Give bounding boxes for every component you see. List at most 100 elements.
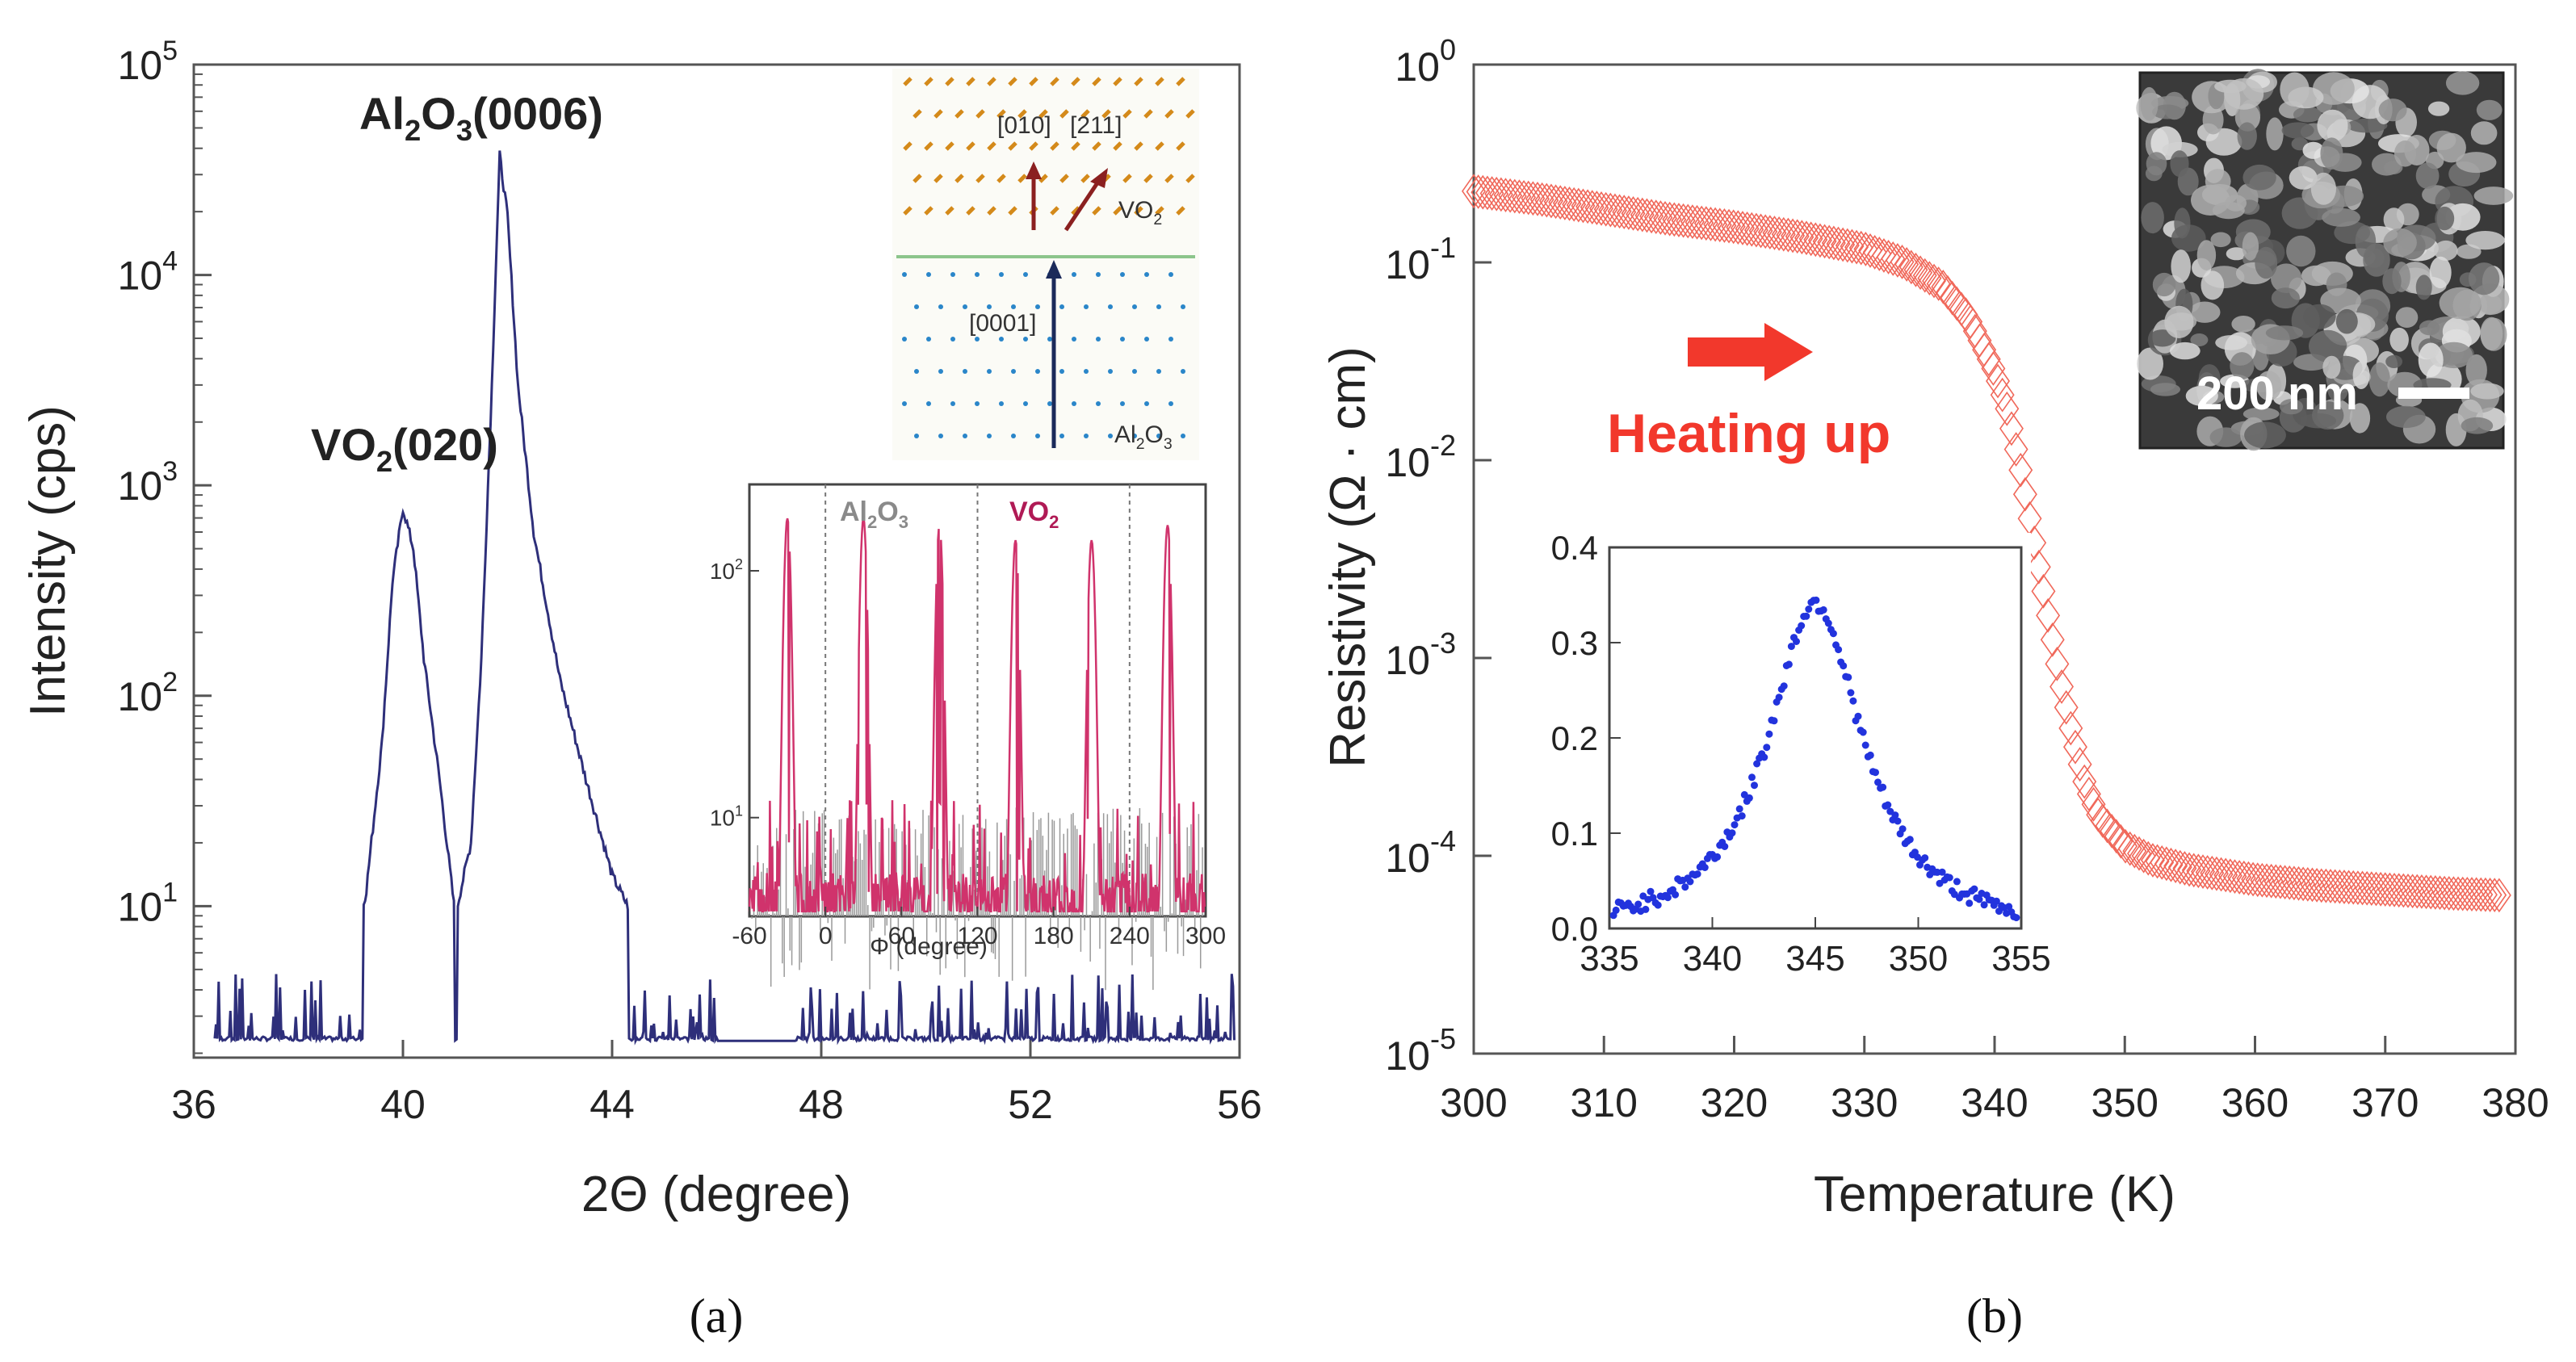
resistivity-point — [2191, 854, 2215, 889]
resistivity-point — [1630, 197, 1655, 233]
sem-grain — [2242, 407, 2280, 421]
resistivity-point — [2327, 869, 2352, 904]
label-0001: [0001] — [969, 310, 1036, 337]
derivative-point — [1642, 905, 1650, 913]
derivative-point — [1992, 897, 2000, 905]
al2o3-atom — [1072, 272, 1076, 277]
sem-grain — [2234, 103, 2260, 132]
al2o3-atom — [1120, 401, 1125, 406]
sem-grain — [2355, 225, 2377, 258]
sem-grain — [2242, 164, 2276, 191]
panel-b-caption: (b) — [1966, 1289, 2023, 1343]
resistivity-point — [1798, 221, 1823, 257]
resistivity-point — [1634, 198, 1659, 233]
sem-grain — [2386, 405, 2426, 429]
al2o3-atom — [1047, 401, 1052, 406]
al2o3-atom — [950, 401, 955, 406]
al2o3-atom — [1035, 434, 1040, 438]
resistivity-point — [1753, 214, 1778, 249]
vo2-atom — [1185, 174, 1195, 183]
derivative-point — [1844, 673, 1852, 681]
resistivity-point — [2209, 857, 2234, 892]
resistivity-point — [1548, 185, 1573, 220]
derivative-point — [1802, 612, 1810, 620]
resistivity-point — [2122, 833, 2147, 869]
sem-grain-texture — [2136, 69, 2514, 451]
resistivity-point — [2309, 868, 2334, 903]
resistivity-point — [1529, 182, 1554, 217]
resistivity-point — [2036, 597, 2061, 633]
sem-grain — [2383, 228, 2417, 257]
sem-grain — [2442, 316, 2481, 348]
resistivity-point — [1885, 243, 1910, 278]
resistivity-point — [2373, 872, 2398, 907]
vo2-atom — [1176, 77, 1185, 86]
derivative-point — [1894, 817, 1902, 825]
resistivity-point — [1676, 203, 1701, 239]
d-xtick-label: 345 — [1785, 939, 1844, 979]
resistivity-point — [1803, 222, 1828, 258]
resistivity-point — [2067, 747, 2092, 782]
vo2-atom — [933, 174, 943, 183]
resistivity-point — [2295, 866, 2320, 902]
resistivity-point — [1493, 178, 1518, 212]
panel-b: 300 310 320 330 340 350 360 370 380 10010-110-21… — [1320, 33, 2549, 1343]
resistivity-point — [1462, 174, 1486, 209]
resistivity-point — [2140, 843, 2165, 878]
resistivity-point — [1612, 195, 1637, 230]
derivative-point — [1672, 891, 1680, 899]
vo2-peak-label: VO2(020) — [311, 419, 498, 478]
resistivity-point — [1840, 228, 1865, 264]
al2o3-atom — [1084, 304, 1089, 309]
resistivity-point — [1498, 178, 1523, 213]
resistivity-point — [1598, 192, 1623, 228]
al2o3-atom — [1181, 304, 1185, 309]
derivative-point — [1748, 773, 1756, 782]
al2o3-atom — [1181, 369, 1185, 374]
b-ytick-label: 10-2 — [1385, 429, 1456, 485]
resistivity-point — [2186, 853, 2211, 889]
b-ytick-label: 10-3 — [1385, 627, 1456, 683]
derivative-point — [1721, 843, 1729, 850]
resistivity-point — [1571, 188, 1596, 224]
sem-grain — [2309, 329, 2347, 363]
sem-grain — [2140, 86, 2159, 121]
derivative-point — [1840, 662, 1848, 670]
al2o3-atom — [975, 272, 980, 277]
b-ytick-label: 100 — [1395, 33, 1456, 90]
resistivity-point — [2163, 849, 2188, 884]
sem-grain — [2271, 287, 2300, 309]
resistivity-point — [1721, 209, 1746, 245]
al2o3-atom — [938, 434, 943, 438]
sem-grain — [2303, 304, 2336, 329]
resistivity-point — [2286, 865, 2311, 901]
resistivity-point — [2414, 874, 2439, 910]
sem-grain — [2271, 263, 2302, 294]
resistivity-point — [2268, 864, 2293, 899]
resistivity-point — [1894, 247, 1919, 282]
panel-b-y-ticks: 100 10-1 10-2 10-3 10-4 10-5 — [1385, 33, 1491, 1079]
resistivity-point — [2026, 549, 2051, 585]
resistivity-point — [1743, 212, 1768, 248]
vo2-atom — [924, 77, 933, 86]
resistivity-point — [2217, 858, 2242, 894]
sem-grain — [2242, 232, 2259, 261]
sem-grain — [2461, 417, 2494, 434]
lattice-schematic: [010] [211] VO2 [0001] Al2O3 — [892, 69, 1199, 460]
sem-grain — [2347, 118, 2388, 133]
derivative-point — [1872, 769, 1879, 777]
panel-b-xlabel: Temperature (K) — [1814, 1167, 2175, 1222]
resistivity-point — [2154, 846, 2179, 882]
al2o3-atom — [938, 304, 943, 309]
al2o3-atom — [963, 434, 967, 438]
vo2-atom — [945, 77, 954, 86]
al2o3-atom — [1168, 401, 1173, 406]
vo2-atom — [903, 141, 913, 151]
derivative-point — [1970, 885, 1978, 893]
resistivity-point — [1589, 191, 1614, 226]
derivative-point — [1891, 811, 1899, 819]
label-vo2-schematic: VO2 — [1118, 197, 1162, 228]
resistivity-point — [1684, 204, 1710, 240]
sem-grain — [2281, 122, 2314, 139]
vo2-atom — [903, 77, 913, 86]
